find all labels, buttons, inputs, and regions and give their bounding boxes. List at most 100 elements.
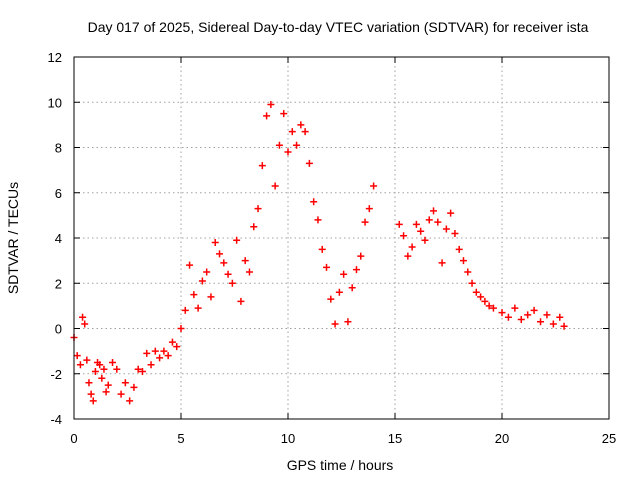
- data-point: [147, 361, 155, 369]
- x-tick-label: 5: [177, 431, 184, 446]
- data-point: [417, 227, 425, 235]
- y-tick-label: 12: [48, 50, 62, 65]
- data-point: [134, 365, 142, 373]
- data-point: [370, 182, 378, 190]
- data-point: [352, 266, 360, 274]
- data-point: [258, 162, 266, 170]
- data-point: [203, 268, 211, 276]
- data-point: [207, 293, 215, 301]
- data-point: [485, 302, 493, 310]
- y-tick-label: 4: [55, 231, 62, 246]
- data-point: [73, 352, 81, 360]
- data-point: [301, 128, 309, 136]
- data-point: [245, 268, 253, 276]
- data-point: [181, 306, 189, 314]
- y-tick-label: 10: [48, 95, 62, 110]
- y-tick-label: 8: [55, 141, 62, 156]
- data-point: [194, 304, 202, 312]
- data-point: [489, 304, 497, 312]
- data-point: [447, 209, 455, 217]
- data-point: [271, 182, 279, 190]
- y-axis-label: SDTVAR / TECUs: [5, 182, 21, 294]
- data-point: [96, 361, 104, 369]
- data-point: [430, 207, 438, 215]
- data-point: [76, 361, 84, 369]
- data-point: [104, 381, 112, 389]
- data-point: [224, 270, 232, 278]
- data-point: [100, 365, 108, 373]
- y-tick-label: 6: [55, 186, 62, 201]
- x-tick-label: 20: [495, 431, 509, 446]
- data-point: [168, 338, 176, 346]
- data-point: [102, 388, 110, 396]
- data-point: [151, 347, 159, 355]
- y-tick-label: -4: [50, 412, 62, 427]
- data-point: [250, 223, 258, 231]
- data-point: [211, 239, 219, 247]
- data-point: [517, 315, 525, 323]
- data-point: [455, 245, 463, 253]
- data-point: [267, 101, 275, 109]
- data-point: [323, 263, 331, 271]
- data-point: [344, 318, 352, 326]
- data-point: [89, 397, 97, 405]
- chart-title: Day 017 of 2025, Sidereal Day-to-day VTE…: [88, 19, 589, 35]
- data-point: [412, 220, 420, 228]
- data-point: [537, 318, 545, 326]
- data-point: [275, 141, 283, 149]
- data-point: [164, 352, 172, 360]
- data-point: [190, 291, 198, 299]
- data-point: [143, 349, 151, 357]
- grid-lines: [74, 57, 609, 419]
- data-point: [284, 148, 292, 156]
- data-point: [310, 198, 318, 206]
- data-point: [126, 397, 134, 405]
- data-point: [156, 354, 164, 362]
- data-point: [340, 270, 348, 278]
- data-point: [81, 320, 89, 328]
- data-point: [524, 311, 532, 319]
- data-point: [348, 284, 356, 292]
- data-point: [228, 279, 236, 287]
- data-point: [442, 225, 450, 233]
- data-point: [186, 261, 194, 269]
- data-point: [543, 311, 551, 319]
- plot-frame: [73, 56, 610, 420]
- data-point: [549, 320, 557, 328]
- data-point: [357, 252, 365, 260]
- data-point: [305, 159, 313, 167]
- data-point: [121, 379, 129, 387]
- data-point: [288, 128, 296, 136]
- data-point: [400, 232, 408, 240]
- data-point: [421, 236, 429, 244]
- data-point: [138, 367, 146, 375]
- data-point: [451, 229, 459, 237]
- data-point: [438, 259, 446, 267]
- data-point: [173, 343, 181, 351]
- data-point: [117, 390, 125, 398]
- data-point: [481, 297, 489, 305]
- data-point: [263, 112, 271, 120]
- data-point: [318, 245, 326, 253]
- data-point: [556, 313, 564, 321]
- x-tick-label: 15: [388, 431, 402, 446]
- data-point: [327, 295, 335, 303]
- data-point: [404, 252, 412, 260]
- y-tick-label: 2: [55, 276, 62, 291]
- data-point: [177, 325, 185, 332]
- data-point: [314, 216, 322, 224]
- data-point: [459, 257, 467, 265]
- data-point: [297, 121, 305, 129]
- x-tick-label: 0: [70, 431, 77, 446]
- data-point: [87, 390, 95, 398]
- y-tick-label: 0: [55, 322, 62, 337]
- data-point: [361, 218, 369, 226]
- data-point: [511, 304, 519, 312]
- data-point: [85, 379, 93, 387]
- data-point: [477, 293, 485, 301]
- data-point: [160, 347, 168, 355]
- data-point: [468, 279, 476, 287]
- data-point: [434, 218, 442, 226]
- data-point: [233, 236, 241, 244]
- data-point: [83, 356, 91, 364]
